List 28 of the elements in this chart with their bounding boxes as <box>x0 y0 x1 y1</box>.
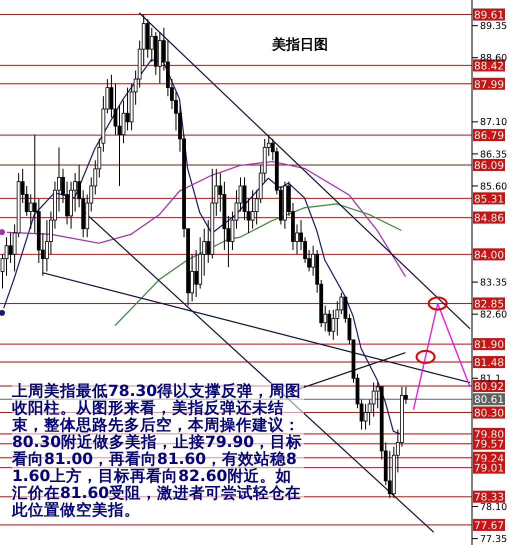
text: 美指日图 <box>272 36 328 54</box>
ref-line-label: 79.01 <box>474 462 504 475</box>
ref-line-label: 82.85 <box>474 298 504 310</box>
ref-line-label: 81.90 <box>474 339 504 352</box>
ref-line-label: 81.48 <box>474 357 504 370</box>
ref-line-label: 86.09 <box>474 160 504 172</box>
ref-line-label: 84.00 <box>474 249 504 262</box>
ref-line-label: 84.86 <box>474 212 504 225</box>
ref-line-label: 77.67 <box>474 520 504 532</box>
ref-line-label: 79.57 <box>474 438 504 451</box>
y-tick-label: 85.60 <box>480 181 508 192</box>
ref-line-label: 80.30 <box>474 407 504 420</box>
y-tick-label: 86.35 <box>480 149 508 160</box>
y-tick-label: 77.35 <box>480 534 508 545</box>
y-tick-label: 87.10 <box>480 117 508 128</box>
ref-line-label: 79.80 <box>474 428 504 441</box>
ref-line-label: 80.61 <box>474 394 504 406</box>
y-tick-label: 89.35 <box>480 21 508 32</box>
ref-line-label: 85.31 <box>474 193 504 206</box>
y-tick-label: 83.35 <box>480 277 508 288</box>
y-tick-label: 82.60 <box>480 310 508 321</box>
annotation: 上周美指最低78.30得以支撑反弹，周图收阳柱。从图形来看，美指反弹还未结束，整体思路先多后空，本周操作建议：80.30附近做多美指，止接79.90，目标看向81.00，再看向81.60，有效站稳81.60上方，目标再看向82.60附近。如汇价在81.60受阻，激进者可尝试轻仓在此位置做空美指。 <box>12 382 304 519</box>
y-tick-label: 78.10 <box>480 502 508 513</box>
ref-line-label: 89.61 <box>474 10 504 22</box>
ref-line-label: 78.33 <box>474 492 504 504</box>
ref-line-label: 79.24 <box>474 452 504 465</box>
ref-line-label: 86.79 <box>474 130 504 142</box>
ref-line-label: 87.99 <box>474 78 504 91</box>
